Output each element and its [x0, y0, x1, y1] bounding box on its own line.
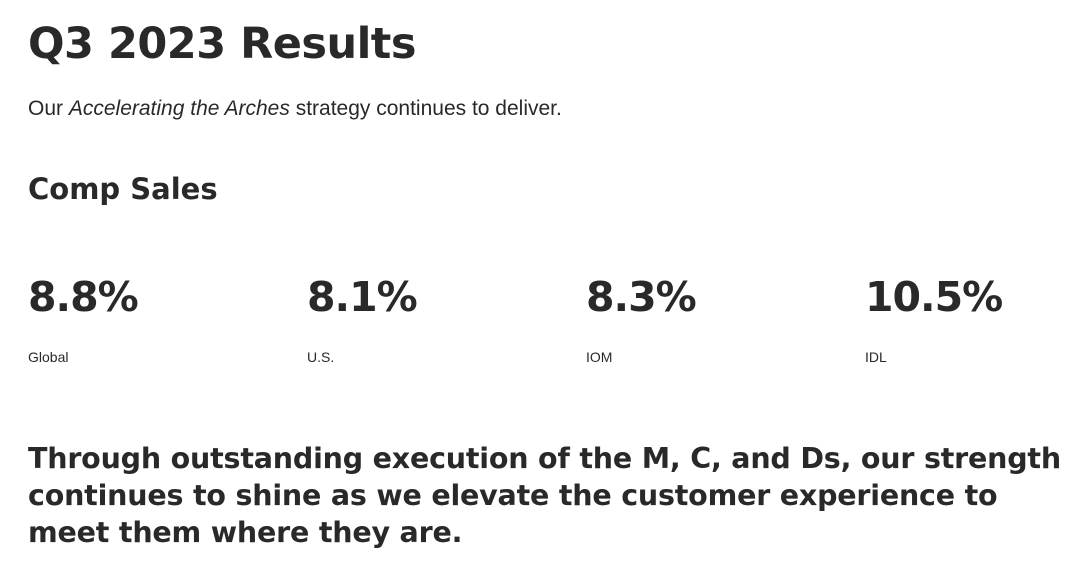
subtitle-trailing-text: strategy continues to deliver. [289, 97, 562, 120]
stat-idl: 10.5% IDL [865, 270, 1080, 366]
stat-value: 8.3% [586, 273, 697, 321]
page-subtitle: Our Accelerating the Arches strategy con… [28, 95, 562, 123]
stat-global: 8.8% Global [28, 270, 288, 366]
stat-value: 8.8% [28, 273, 139, 321]
stat-value: 8.1% [307, 273, 418, 321]
comp-sales-heading: Comp Sales [28, 172, 218, 206]
subtitle-lead-text: Our [28, 97, 69, 120]
strategy-name: Accelerating the Arches [68, 97, 290, 120]
stat-us: 8.1% U.S. [307, 270, 567, 366]
stat-label: IDL [865, 349, 887, 365]
comp-sales-stats: 8.8% Global 8.1% U.S. 8.3% IOM 10.5% IDL [28, 270, 1068, 380]
strategy-statement: Through outstanding execution of the M, … [28, 442, 1061, 549]
stat-iom: 8.3% IOM [586, 270, 846, 366]
stat-label: IOM [586, 349, 613, 365]
stat-label: Global [28, 349, 69, 365]
page-title: Q3 2023 Results [28, 19, 416, 69]
stat-label: U.S. [307, 349, 335, 365]
stat-value: 10.5% [865, 273, 1003, 321]
